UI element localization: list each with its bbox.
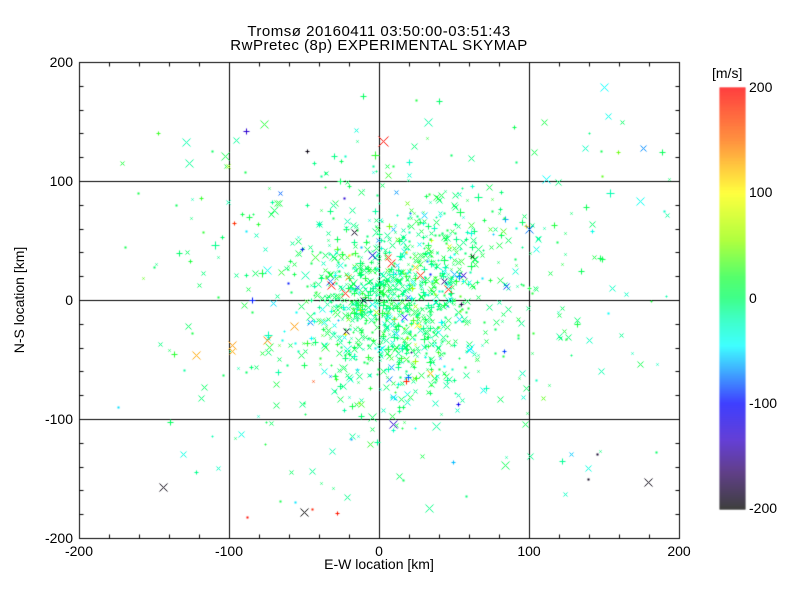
colorbar-tick-label: -200 — [749, 500, 778, 516]
y-tick-label: 100 — [49, 173, 73, 189]
y-tick-label: 200 — [49, 54, 73, 70]
x-axis-label: E-W location [km] — [324, 556, 434, 572]
y-tick-label: 0 — [65, 292, 73, 308]
colorbar-tick-label: 100 — [749, 184, 773, 201]
x-tick-label: 200 — [667, 543, 691, 559]
colorbar-tick-label: 0 — [749, 289, 757, 306]
colorbar-tick-label: -100 — [749, 394, 778, 411]
colorbar-tick-label: 200 — [749, 79, 773, 95]
x-tick-label: 100 — [517, 543, 541, 559]
y-tick-label: -100 — [44, 411, 73, 427]
plot-title-line2: RwPretec (8p) EXPERIMENTAL SKYMAP — [230, 37, 528, 54]
plot-title-line1: Tromsø 20160411 03:50:00-03:51:43 — [247, 23, 511, 40]
x-tick-label: -100 — [214, 543, 244, 559]
colorbar-unit-label: [m/s] — [712, 65, 743, 81]
x-tick-label: 0 — [375, 543, 383, 559]
y-tick-label: -200 — [44, 530, 73, 546]
x-tick-label: -200 — [64, 543, 94, 559]
